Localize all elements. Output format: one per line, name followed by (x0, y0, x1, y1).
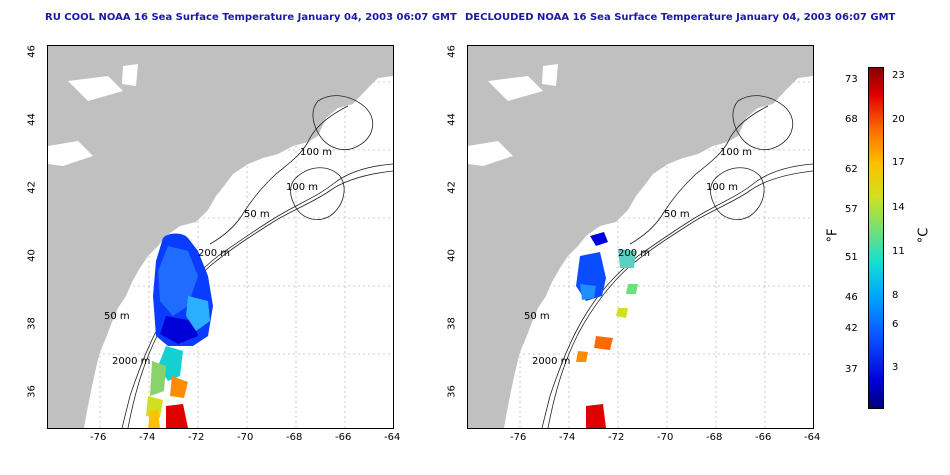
contour-label: 100 m (720, 147, 753, 158)
celsius-tick: 20 (892, 114, 905, 125)
y-tick-label: 42 (26, 181, 38, 194)
contour-label: 50 m (104, 311, 130, 322)
y-tick-label: 46 (26, 45, 38, 58)
y-tick-label: 44 (446, 113, 458, 126)
y-tick-label: 38 (26, 317, 38, 330)
fahrenheit-tick: 68 (845, 114, 858, 125)
y-tick-label: 46 (446, 45, 458, 58)
x-tick-label: -72 (188, 432, 205, 443)
contour-label: 100 m (706, 182, 739, 193)
x-tick-label: -68 (286, 432, 303, 443)
celsius-tick: 14 (892, 202, 905, 213)
temperature-colorbar (868, 67, 884, 409)
x-tick-label: -70 (237, 432, 254, 443)
x-tick-label: -64 (384, 432, 401, 443)
fahrenheit-tick: 42 (845, 323, 858, 334)
x-tick-label: -72 (608, 432, 625, 443)
y-tick-label: 36 (446, 385, 458, 398)
sst-swath (146, 233, 213, 428)
y-tick-label: 38 (446, 317, 458, 330)
y-tick-label: 42 (446, 181, 458, 194)
fahrenheit-tick: 51 (845, 252, 858, 263)
fahrenheit-tick: 46 (845, 292, 858, 303)
right-map-svg (468, 46, 813, 428)
celsius-tick: 11 (892, 246, 905, 257)
contour-label: 100 m (300, 147, 333, 158)
celsius-tick: 3 (892, 362, 899, 373)
fahrenheit-tick: 73 (845, 74, 858, 85)
y-tick-label: 44 (26, 113, 38, 126)
x-tick-label: -76 (510, 432, 527, 443)
contour-label: 50 m (524, 311, 550, 322)
left-sst-map[interactable]: 100 m 100 m 50 m 200 m 50 m 2000 m (47, 45, 394, 429)
land-mass (48, 46, 393, 428)
fahrenheit-tick: 62 (845, 164, 858, 175)
celsius-tick: 23 (892, 70, 905, 81)
left-panel-title: RU COOL NOAA 16 Sea Surface Temperature … (45, 12, 457, 23)
right-panel-title: DECLOUDED NOAA 16 Sea Surface Temperatur… (465, 12, 896, 23)
land-mass (468, 46, 813, 428)
x-tick-label: -70 (657, 432, 674, 443)
contour-label: 2000 m (112, 356, 151, 367)
contour-label: 2000 m (532, 356, 571, 367)
contour-label: 50 m (244, 209, 270, 220)
fahrenheit-unit: °F (825, 228, 841, 243)
fahrenheit-tick: 37 (845, 364, 858, 375)
x-tick-label: -76 (90, 432, 107, 443)
y-tick-label: 40 (26, 249, 38, 262)
x-tick-label: -66 (335, 432, 352, 443)
x-tick-label: -74 (139, 432, 156, 443)
fahrenheit-tick: 57 (845, 204, 858, 215)
contour-label: 200 m (618, 248, 651, 259)
celsius-tick: 17 (892, 157, 905, 168)
y-tick-label: 36 (26, 385, 38, 398)
x-tick-label: -68 (706, 432, 723, 443)
left-map-svg (48, 46, 393, 428)
celsius-tick: 6 (892, 319, 899, 330)
y-tick-label: 40 (446, 249, 458, 262)
contour-label: 100 m (286, 182, 319, 193)
sst-swath (576, 232, 638, 428)
contour-label: 200 m (198, 248, 231, 259)
contour-label: 50 m (664, 209, 690, 220)
x-tick-label: -64 (804, 432, 821, 443)
x-tick-label: -66 (755, 432, 772, 443)
celsius-tick: 8 (892, 290, 899, 301)
celsius-unit: °C (916, 227, 932, 244)
right-sst-map[interactable]: 100 m 100 m 50 m 200 m 50 m 2000 m (467, 45, 814, 429)
x-tick-label: -74 (559, 432, 576, 443)
